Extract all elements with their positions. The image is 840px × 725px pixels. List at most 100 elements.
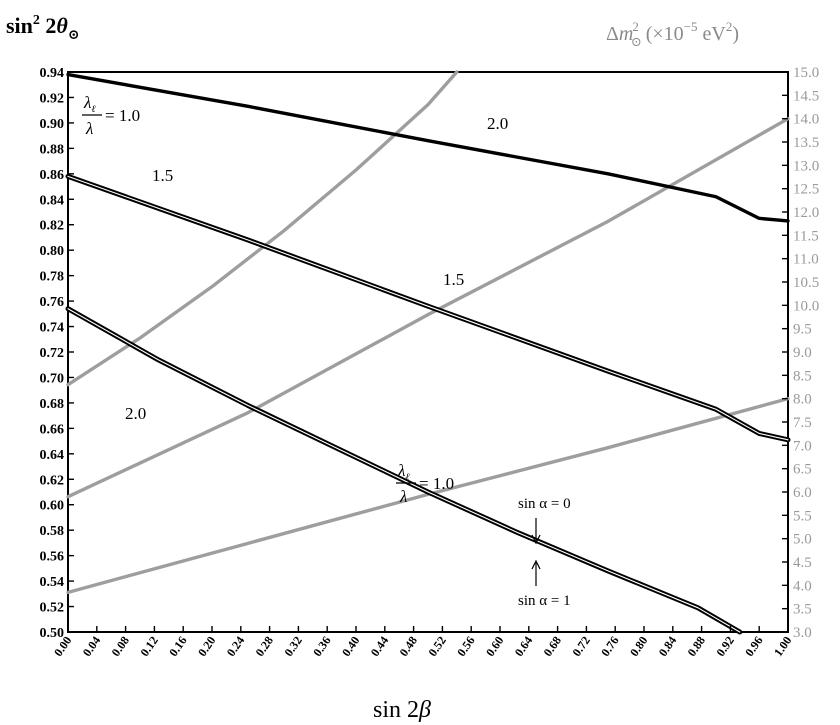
right-tick-label: 14.5 [793, 88, 819, 104]
series-line-mass-ratio-2p0 [66, 70, 459, 387]
right-tick-label: 4.0 [793, 578, 812, 594]
left-tick-label: 0.90 [40, 117, 65, 132]
label-2p0-right-curve: 2.0 [487, 114, 508, 133]
left-tick-label: 0.66 [40, 422, 65, 437]
left-tick-label: 0.56 [40, 550, 65, 565]
x-tick-label: 0.12 [137, 634, 161, 659]
x-tick-label: 0.56 [454, 634, 478, 659]
ratio-numerator: λℓ [83, 93, 96, 115]
arrow-down-icon [531, 518, 541, 545]
ratio-numerator: λℓ [397, 461, 410, 483]
label-1p5-left-curve: 1.5 [152, 166, 173, 185]
right-tick-label: 13.5 [793, 135, 819, 151]
x-tick-label: 0.72 [569, 634, 593, 659]
right-tick-label: 7.5 [793, 415, 812, 431]
series-line-mixing-ratio-1p5 [65, 173, 791, 443]
x-tick-label: 0.60 [483, 634, 507, 659]
left-axis-ticks: 0.50 0.52 0.54 0.56 0.58 0.60 0.62 0.64 0.66 0.68… [40, 66, 74, 641]
sin-alpha-1-label: sin α = 1 [518, 593, 571, 609]
plot-frame-layer [67, 71, 789, 633]
left-tick-label: 0.84 [40, 193, 65, 208]
right-tick-label: 9.0 [793, 345, 812, 361]
left-tick-label: 0.60 [40, 499, 65, 514]
left-tick-label: 0.70 [40, 371, 65, 386]
right-tick-label: 12.5 [793, 182, 819, 198]
x-tick-label: 0.52 [425, 634, 449, 659]
x-tick-label: 0.76 [598, 634, 622, 659]
left-tick-label: 0.86 [40, 168, 65, 183]
x-axis-title: sin 2β [373, 697, 431, 723]
right-tick-label: 13.0 [793, 158, 819, 174]
left-tick-label: 0.94 [40, 66, 65, 81]
x-tick-label: 0.16 [166, 634, 190, 659]
right-tick-label: 6.5 [793, 462, 812, 478]
right-tick-label: 3.0 [793, 625, 812, 641]
left-tick-label: 0.64 [40, 448, 65, 463]
x-tick-label: 0.88 [685, 634, 709, 659]
series-line-mass-ratio-1p0 [66, 396, 790, 595]
right-tick-label: 14.0 [793, 112, 819, 128]
annotation-ratio-1p0-mid: λℓ λ = 1.0 [396, 461, 454, 506]
left-tick-label: 0.92 [40, 91, 65, 106]
left-tick-label: 0.88 [40, 142, 65, 157]
right-tick-label: 15.0 [793, 65, 819, 81]
left-tick-label: 0.82 [40, 219, 65, 234]
left-tick-label: 0.62 [40, 473, 65, 488]
right-tick-label: 12.0 [793, 205, 819, 221]
x-tick-label: 0.24 [224, 634, 248, 659]
x-tick-label: 0.20 [195, 634, 219, 659]
x-tick-label: 0.44 [368, 634, 392, 659]
right-tick-label: 9.5 [793, 322, 812, 338]
left-tick-label: 0.80 [40, 244, 65, 259]
left-tick-label: 0.50 [40, 626, 65, 641]
x-tick-label: 0.64 [512, 634, 536, 659]
right-tick-label: 6.0 [793, 485, 812, 501]
right-tick-label: 4.5 [793, 555, 812, 571]
x-axis-ticks: 0.00 0.04 0.08 0.12 0.16 0.20 0.24 0.28 0.32 0.36… [51, 626, 794, 659]
right-tick-label: 7.0 [793, 438, 812, 454]
right-tick-label: 5.5 [793, 508, 812, 524]
x-tick-label: 0.92 [713, 634, 737, 659]
left-tick-label: 0.72 [40, 346, 65, 361]
right-tick-label: 10.0 [793, 298, 819, 314]
left-tick-label: 0.68 [40, 397, 65, 412]
right-tick-label: 3.5 [793, 602, 812, 618]
x-tick-label: 0.68 [541, 634, 565, 659]
right-tick-label: 10.5 [793, 275, 819, 291]
ratio-value: = 1.0 [105, 106, 140, 125]
x-tick-label: 0.28 [253, 634, 277, 659]
x-tick-label: 0.08 [109, 634, 133, 659]
left-tick-label: 0.74 [40, 321, 65, 336]
left-tick-label: 0.52 [40, 601, 65, 616]
right-axis-title: Δm2 ⊙ (×10−5 eV2) [606, 19, 739, 49]
annotation-ratio-1p0-top: λℓ λ = 1.0 [82, 93, 140, 138]
ratio-denominator: λ [399, 487, 407, 506]
x-tick-label: 0.96 [742, 634, 766, 659]
arrow-up-icon [531, 559, 541, 586]
x-tick-label: 0.04 [80, 634, 104, 659]
plot-area [67, 71, 789, 633]
sin-alpha-0-label: sin α = 0 [518, 496, 571, 512]
right-tick-label: 8.5 [793, 368, 812, 384]
x-tick-label: 0.36 [310, 634, 334, 659]
label-1p5-right-curve: 1.5 [443, 270, 464, 289]
left-tick-label: 0.58 [40, 524, 65, 539]
ratio-value: = 1.0 [419, 474, 454, 493]
right-tick-label: 11.0 [793, 252, 819, 268]
right-tick-label: 8.0 [793, 392, 812, 408]
series-layer [65, 70, 791, 635]
left-axis-title: sin2 2θ⊙ [6, 13, 80, 43]
label-2p0-left-curve: 2.0 [125, 404, 146, 423]
right-axis-ticks: 3.0 3.5 4.0 4.5 5.0 5.5 6.0 6.5 7.0 7.5 8.0 8.5 9.0 9… [782, 65, 819, 641]
left-tick-label: 0.76 [40, 295, 65, 310]
x-tick-label: 0.32 [281, 634, 305, 659]
x-tick-label: 0.80 [627, 634, 651, 659]
series-line-mixing-ratio-1p0 [66, 72, 790, 223]
x-tick-label: 0.48 [397, 634, 421, 659]
left-tick-label: 0.78 [40, 270, 65, 285]
series-line-split-1p5 [67, 175, 789, 441]
series-line-split-2p0 [67, 308, 741, 633]
left-tick-label: 0.54 [40, 575, 65, 590]
ratio-denominator: λ [85, 119, 93, 138]
